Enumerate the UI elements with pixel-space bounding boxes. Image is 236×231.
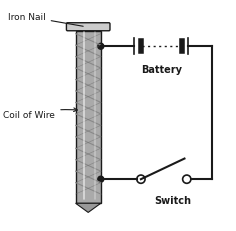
FancyBboxPatch shape	[66, 24, 110, 32]
Circle shape	[183, 175, 191, 183]
Polygon shape	[76, 203, 101, 213]
Text: Battery: Battery	[141, 65, 182, 75]
Circle shape	[98, 176, 104, 182]
FancyBboxPatch shape	[76, 32, 101, 203]
Circle shape	[98, 44, 104, 50]
Text: Iron Nail: Iron Nail	[8, 13, 83, 27]
Text: Coil of Wire: Coil of Wire	[3, 108, 77, 120]
Circle shape	[137, 175, 145, 183]
Text: Switch: Switch	[155, 195, 191, 205]
